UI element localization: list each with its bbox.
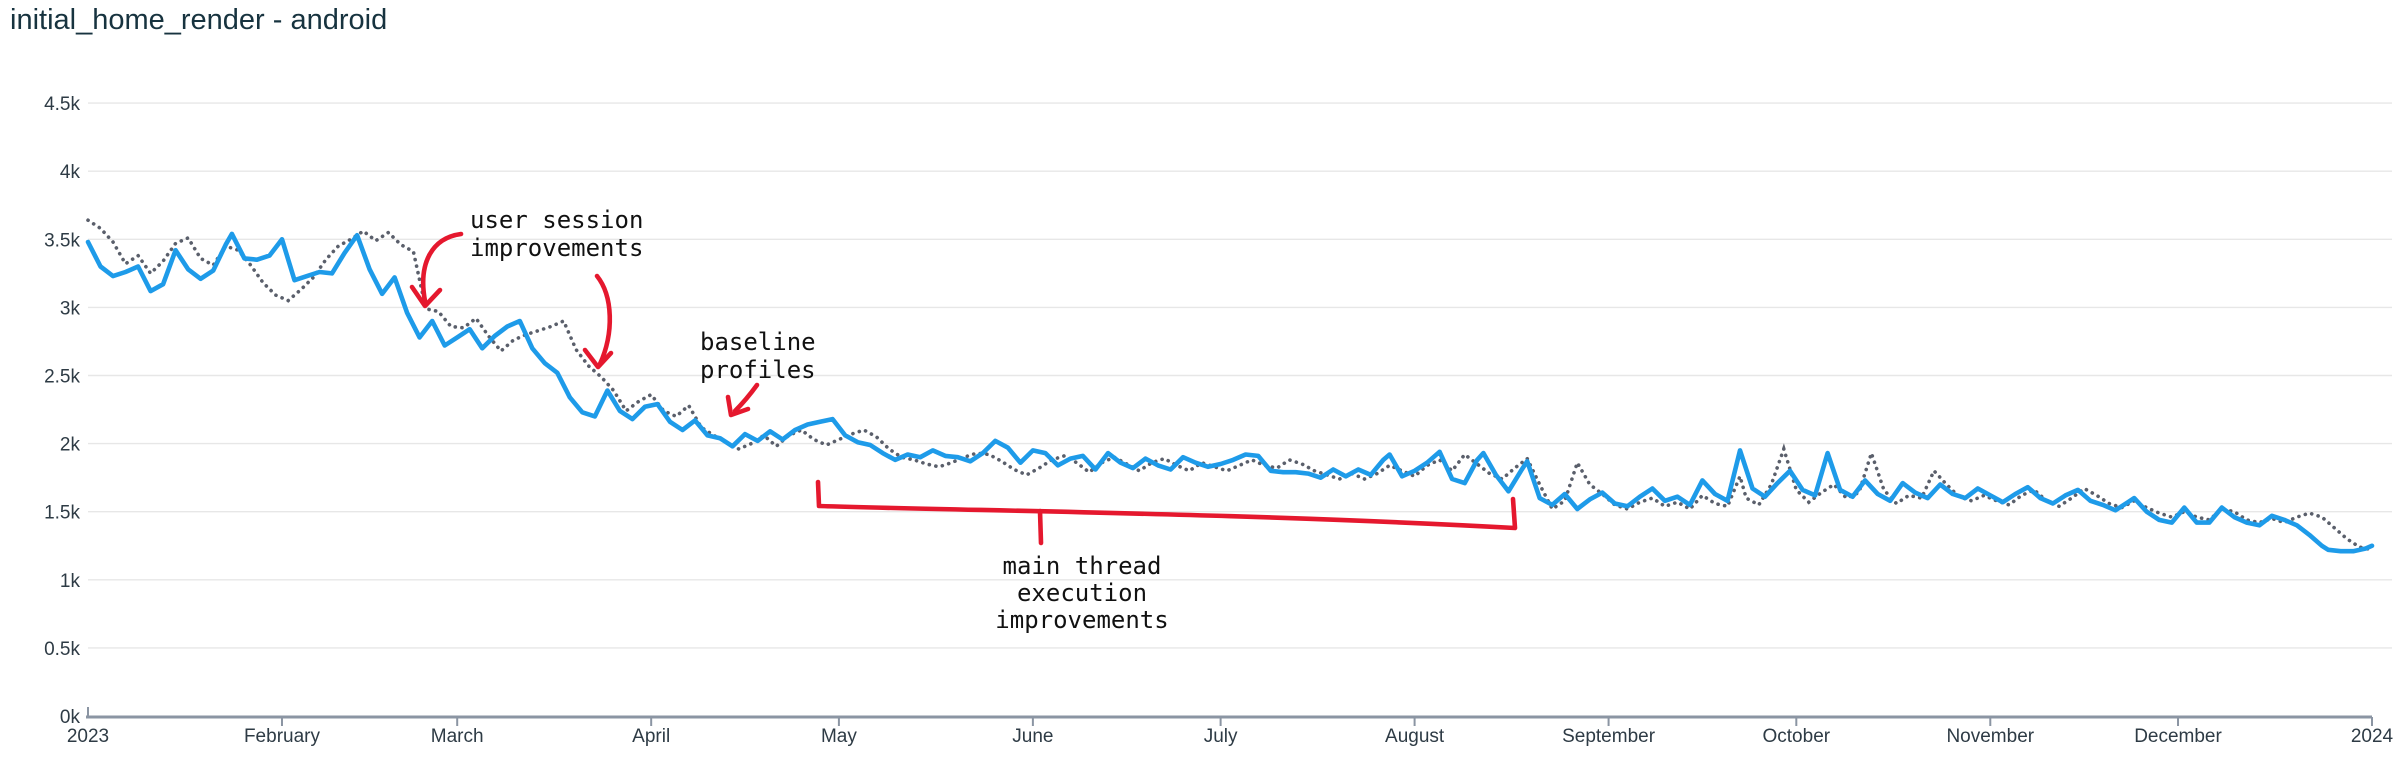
x-axis-tick-label: August [1385,726,1445,747]
x-axis-tick-label: 2024 [2351,726,2394,747]
annotation-bracket-stem [1037,508,1044,546]
y-axis-tick-label: 1k [60,571,81,592]
x-axis-tick-label: April [632,726,670,747]
x-axis-tick-label: July [1204,726,1238,747]
annotation-arrowhead [582,347,614,370]
x-axis-tick-label: November [1946,726,2034,747]
y-axis-tick-label: 2k [60,435,81,456]
y-axis-tick-label: 3.5k [44,230,80,251]
y-axis-tick-label: 0.5k [44,639,80,660]
x-axis-tick-label: 2023 [67,726,109,747]
y-axis-tick-label: 2.5k [44,367,80,388]
x-axis-tick-label: October [1763,726,1831,747]
x-axis-tick-label: September [1562,726,1656,747]
chart-title: initial_home_render - android [10,4,388,36]
y-axis-tick-label: 0k [60,707,81,728]
y-axis-tick-label: 4.5k [44,94,80,115]
x-axis-tick-label: February [244,726,321,747]
series-solid-line [85,231,2375,554]
annotation-bracket-main-thread [815,479,1518,531]
annotation-text-user-session: user session improvements [470,206,643,262]
y-axis-tick-label: 4k [60,162,81,183]
x-axis-tick-label: March [431,726,484,747]
annotation-text-baseline-profiles: baseline profiles [700,328,816,384]
y-axis-tick-label: 3k [60,298,81,319]
annotation-arrow-user-session-2 [594,273,613,367]
x-axis-tick-label: December [2134,726,2222,747]
annotation-arrow-user-session-1 [420,231,464,304]
y-axis-tick-label: 1.5k [44,503,80,524]
annotation-text-main-thread: main thread execution improvements [995,552,1168,634]
annotation-arrowhead [725,394,751,418]
x-axis-tick-label: May [821,726,857,747]
x-axis-tick-label: June [1012,726,1053,747]
annotation-arrowhead [409,284,443,309]
annotation-arrow-baseline-profiles [732,382,760,414]
series-dotted-line [86,218,2374,552]
